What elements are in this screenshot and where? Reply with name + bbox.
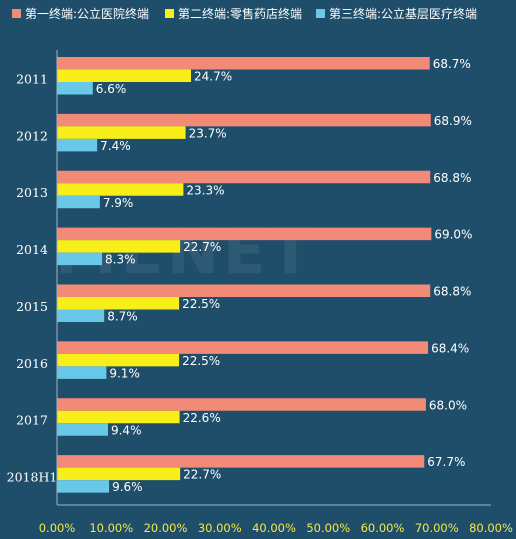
legend-label: 第一终端:公立医院终端 [25, 6, 149, 21]
value-label: 68.7% [433, 57, 471, 71]
category-label: 2015 [16, 299, 48, 314]
legend-swatch [316, 9, 325, 18]
x-tick-label: 50.00% [306, 521, 350, 535]
bar [57, 69, 191, 82]
legend-swatch [12, 9, 21, 18]
value-label: 9.6% [112, 480, 143, 494]
value-label: 68.8% [433, 285, 471, 299]
legend-label: 第二终端:零售药店终端 [178, 6, 302, 21]
x-tick-label: 40.00% [252, 521, 296, 535]
bar [57, 309, 105, 322]
category-labels-group: 2011 2012 2013 2014 2015 2016 2017 2018H1 [7, 71, 58, 484]
bar [57, 170, 431, 184]
bar [57, 423, 108, 436]
category-label: 2018H1 [7, 470, 58, 485]
bar [57, 126, 186, 139]
bar [57, 410, 180, 424]
bar [57, 353, 180, 367]
x-axis: 0.00% 10.00% 20.00% 30.00% 40.00% 50.00% 60.00… [39, 50, 513, 535]
value-label: 6.6% [96, 82, 127, 96]
x-tick-label: 70.00% [415, 521, 459, 535]
bar [57, 284, 431, 297]
bar [57, 398, 426, 411]
bar [57, 366, 107, 379]
value-label: 67.7% [427, 455, 465, 469]
value-label: 24.7% [194, 70, 232, 84]
legend-swatch [165, 9, 174, 18]
x-tick-label: 60.00% [361, 521, 405, 535]
value-label: 22.6% [183, 411, 221, 425]
bar [57, 467, 181, 481]
bar [57, 57, 430, 70]
value-label: 9.4% [111, 423, 141, 437]
value-label: 7.4% [100, 139, 130, 153]
value-label: 68.0% [429, 398, 467, 412]
bar [57, 341, 429, 354]
bar [57, 227, 432, 241]
value-label: 68.9% [434, 114, 472, 128]
bar [57, 195, 100, 209]
value-label: 69.0% [434, 228, 472, 242]
value-label: 7.9% [103, 196, 134, 210]
value-label: 8.3% [105, 253, 136, 267]
bar [57, 240, 181, 253]
bar [57, 297, 180, 310]
value-labels-group: 68.7% 24.7% 6.6% 68.9% 23.7% 7.4% 68.8% 23.3% 7.… [96, 57, 473, 494]
category-label: 2011 [16, 71, 48, 86]
bar [57, 455, 425, 468]
value-label: 68.8% [433, 171, 471, 185]
value-label: 8.7% [107, 310, 138, 324]
category-label: 2014 [16, 242, 48, 257]
category-label: 2017 [16, 413, 48, 428]
value-label: 22.7% [183, 240, 221, 254]
value-label: 9.1% [109, 366, 139, 380]
value-label: 22.5% [182, 297, 220, 311]
bars-group [57, 57, 432, 493]
value-label: 22.7% [183, 468, 221, 482]
legend: 第一终端:公立医院终端 第二终端:零售药店终端 第三终端:公立基层医疗终端 [12, 6, 477, 21]
bar [57, 82, 93, 95]
category-label: 2012 [16, 128, 48, 143]
value-label: 68.4% [431, 341, 469, 355]
bar [57, 252, 103, 266]
value-label: 22.5% [182, 354, 220, 368]
bar [57, 183, 184, 196]
x-tick-label: 30.00% [198, 521, 242, 535]
category-label: 2016 [16, 356, 48, 371]
bar [57, 138, 98, 152]
x-tick-label: 0.00% [39, 521, 76, 535]
value-label: 23.7% [189, 126, 227, 140]
x-tick-label: 10.00% [89, 521, 133, 535]
value-label: 23.3% [186, 183, 224, 197]
x-tick-label: 80.00% [469, 521, 513, 535]
bar [57, 113, 431, 127]
legend-label: 第三终端:公立基层医疗终端 [329, 6, 477, 21]
bar [57, 480, 110, 493]
x-tick-label: 20.00% [144, 521, 188, 535]
category-label: 2013 [16, 185, 48, 200]
